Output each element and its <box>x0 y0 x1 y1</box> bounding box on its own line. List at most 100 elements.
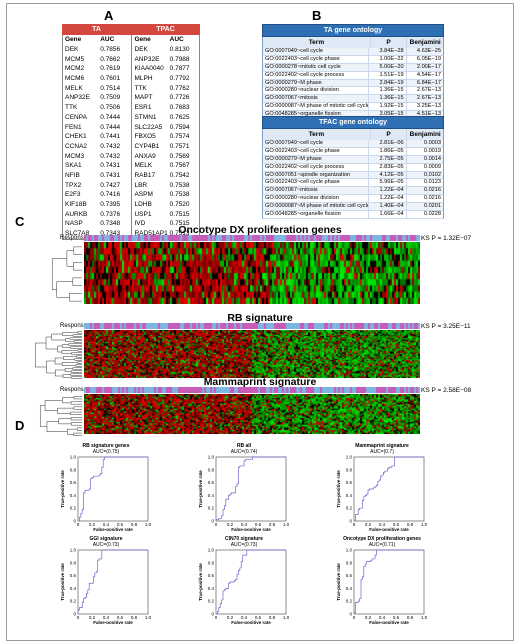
tpac-gene: DEK <box>131 45 169 55</box>
tpac-gene: LDHB <box>131 200 169 210</box>
ta-gene: NFIB <box>65 171 80 179</box>
y-tick-label: 1.0 <box>208 455 215 460</box>
dendrogram-branch <box>56 281 73 298</box>
dendrogram-branch <box>70 411 82 415</box>
y-tick-label: 0.2 <box>346 506 353 511</box>
plot-frame <box>353 456 425 522</box>
y-axis-label: True-positive rate <box>336 563 341 601</box>
x-axis-label: False-positive rate <box>369 620 409 624</box>
response-bar <box>84 323 420 329</box>
go-p-value: 5.96E−05 <box>368 179 405 187</box>
dendrogram-branch <box>57 407 74 414</box>
x-tick-label: 0.6 <box>393 522 400 527</box>
x-tick-label: 0.6 <box>117 522 124 527</box>
y-tick-label: 1.0 <box>346 455 353 460</box>
y-tick-label: 0 <box>211 519 214 524</box>
ta-auc: 0.7432 <box>100 142 121 150</box>
go-p-value: 3.05E−15 <box>368 111 405 119</box>
roc-chart: 00 0.2 0.2 0.4 0.4 0.6 0.6 0.8 0.8 1.0 1.0 False-po… <box>198 455 290 532</box>
ta-go-table: TA gene ontology Term P Benjamini GO:000… <box>262 24 444 127</box>
y-tick-label: 0 <box>73 519 76 524</box>
x-tick-label: 0.8 <box>269 522 276 527</box>
y-tick-label: 0.2 <box>70 506 77 511</box>
response-bar <box>84 235 420 241</box>
roc-title: Mammaprint signature <box>355 443 409 449</box>
y-axis-label: True-positive rate <box>60 470 65 508</box>
go-term: GO:0000278~mitotic cell cycle <box>265 63 341 70</box>
tpac-auc: 0.7542 <box>169 171 190 179</box>
go-term: GO:0000279~M phase <box>265 155 322 162</box>
gene-table-subheader: Gene AUC Gene AUC <box>62 35 200 45</box>
roc-auc-value: AUC=(0.73) <box>92 542 120 548</box>
ta-auc: 0.7432 <box>100 152 121 160</box>
plot-frame <box>77 456 149 522</box>
go-table-row: GO:0048285~organelle fission 1.66E−04 0.02… <box>262 211 444 219</box>
p-header: P <box>369 129 407 140</box>
go-term: GO:0007049~cell cycle <box>265 48 323 54</box>
dendrogram-branch <box>45 336 58 350</box>
ta-gene: TPX2 <box>65 181 82 189</box>
dendrogram-branch <box>62 344 71 348</box>
x-tick-label: 0 <box>77 615 80 620</box>
x-tick-label: 0.2 <box>227 522 234 527</box>
go-benjamini: 0.0216 <box>405 187 443 195</box>
roc-curve <box>354 456 424 522</box>
x-tick-label: 1.0 <box>145 615 152 620</box>
tpac-gene: MAPT <box>131 93 169 104</box>
go-p-value: 2.84E−19 <box>368 79 405 87</box>
tpac-auc: 0.7513 <box>169 230 190 238</box>
x-tick-label: 0.4 <box>103 615 110 620</box>
go-table-row: GO:0007067~mitosis 1.22E−04 0.0216 <box>262 187 444 196</box>
go-table-row: GO:0007049~cell cycle 3.84E−28 4.63E−25 <box>262 48 444 56</box>
tfac-go-body: GO:0007049~cell cycle 2.81E−06 0.0003 GO:00… <box>262 140 444 219</box>
dendrogram-branch <box>72 367 82 370</box>
go-p-value: 4.12E−05 <box>368 171 405 179</box>
ta-gene: MCM2 <box>65 65 85 73</box>
dendrogram-branch <box>69 293 82 302</box>
dendrogram-branch <box>66 250 74 267</box>
response-label: Response <box>60 235 88 241</box>
y-tick-label: 1.0 <box>70 548 77 553</box>
go-p-value: 1.66E−04 <box>368 211 405 218</box>
dendrogram-branch <box>77 349 82 352</box>
dendrogram <box>51 246 82 302</box>
go-table-row: GO:0000280~nuclear division 1.22E−04 0.021… <box>262 195 444 204</box>
dendrogram-branch <box>46 421 68 432</box>
tpac-auc: 0.7567 <box>169 162 190 170</box>
go-table-row: GO:0007049~cell cycle 2.81E−06 0.0003 <box>262 140 444 148</box>
roc-chart: 00 0.2 0.2 0.4 0.4 0.6 0.6 0.8 0.8 1.0 1.0 False-po… <box>336 455 428 532</box>
x-tick-label: 0.4 <box>241 522 248 527</box>
auc-header: AUC <box>169 36 184 43</box>
x-tick-label: 0.6 <box>117 615 124 620</box>
ta-gene: CENPA <box>65 113 87 121</box>
gene-table-row: KIF18B 0.7395 LDHB 0.7520 <box>62 200 200 210</box>
tfac-go-title: TFAC gene ontology <box>262 116 444 129</box>
y-tick-label: 0.4 <box>346 586 353 591</box>
ks-p-value: KS P = 3.25E−11 <box>421 323 471 330</box>
gene-table-row: MCM5 0.7662 ANP32E 0.7988 <box>62 54 200 65</box>
y-tick-label: 0.6 <box>70 573 77 578</box>
go-term: GO:0022403~cell cycle phase <box>265 179 340 186</box>
roc-chart: 00 0.2 0.2 0.4 0.4 0.6 0.6 0.8 0.8 1.0 1.0 False-po… <box>198 548 290 625</box>
ta-auc: 0.7441 <box>100 133 121 141</box>
ta-auc: 0.7427 <box>100 181 121 189</box>
roc-chart: 00 0.2 0.2 0.4 0.4 0.6 0.6 0.8 0.8 1.0 1.0 False-po… <box>336 548 428 625</box>
dendrogram-branch <box>73 406 82 410</box>
ta-auc: 0.7416 <box>100 191 121 199</box>
go-term: GO:0000280~nuclear division <box>265 195 339 202</box>
x-tick-label: 0.8 <box>269 615 276 620</box>
go-table-row: GO:0022402~cell cycle process 1.51E−19 4.5… <box>262 71 444 80</box>
tpac-gene: ANP32E <box>131 54 169 65</box>
dendrogram-branch <box>73 246 82 255</box>
tpac-gene: KIAA0040 <box>131 64 169 75</box>
x-axis-label: False-positive rate <box>231 527 271 531</box>
ta-gene: MCM6 <box>65 75 85 83</box>
y-tick-label: 0.6 <box>346 480 353 485</box>
tpac-auc: 0.7683 <box>169 104 190 112</box>
go-benjamini: 0.0228 <box>405 211 443 218</box>
y-tick-label: 1.0 <box>208 548 215 553</box>
dendrogram-branch <box>70 401 82 405</box>
dendrogram-branch <box>54 357 64 365</box>
ks-p-value: KS P = 1.32E−07 <box>421 235 472 242</box>
y-tick-label: 0.8 <box>208 560 215 565</box>
